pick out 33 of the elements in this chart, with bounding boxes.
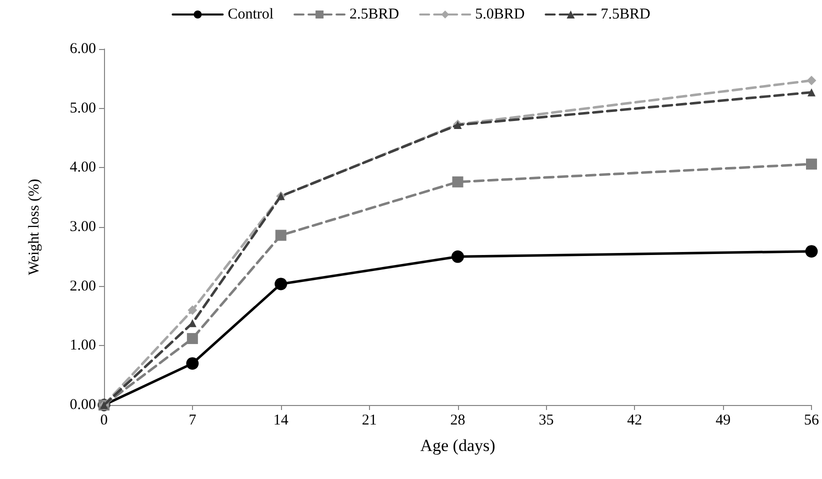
legend-label: 2.5BRD — [350, 6, 400, 22]
x-tick-label: 21 — [362, 412, 377, 428]
point — [452, 176, 464, 188]
legend-label: Control — [228, 6, 274, 22]
y-tick-label: 4.00 — [70, 160, 96, 176]
x-axis-title: Age (days) — [420, 436, 496, 455]
y-tick-label: 0.00 — [70, 397, 96, 413]
x-tick-label: 14 — [273, 412, 289, 428]
point — [805, 245, 818, 258]
y-tick-label: 2.00 — [70, 278, 96, 294]
legend-label: 5.0BRD — [475, 6, 525, 22]
point — [186, 333, 198, 344]
point — [186, 357, 199, 370]
point — [452, 250, 464, 263]
point — [806, 158, 817, 170]
y-tick-label: 1.00 — [70, 338, 96, 354]
x-tick-label: 49 — [716, 412, 731, 428]
point — [274, 278, 288, 290]
y-axis-title: Weight loss (%) — [26, 178, 42, 276]
y-tick-label: 5.00 — [70, 100, 96, 116]
x-tick-label: 35 — [538, 412, 554, 428]
point — [806, 76, 816, 86]
x-tick-label: 28 — [450, 412, 466, 428]
x-tick-label: 0 — [100, 412, 108, 428]
x-tick-label: 7 — [188, 412, 197, 428]
point — [275, 230, 286, 241]
x-tick-label: 56 — [804, 412, 820, 428]
y-tick-label: 6.00 — [70, 41, 96, 57]
legend-label: 7.5BRD — [600, 6, 650, 22]
point — [808, 88, 816, 96]
y-tick-label: 3.00 — [70, 219, 96, 235]
point — [188, 305, 198, 315]
x-tick-label: 42 — [627, 412, 642, 428]
